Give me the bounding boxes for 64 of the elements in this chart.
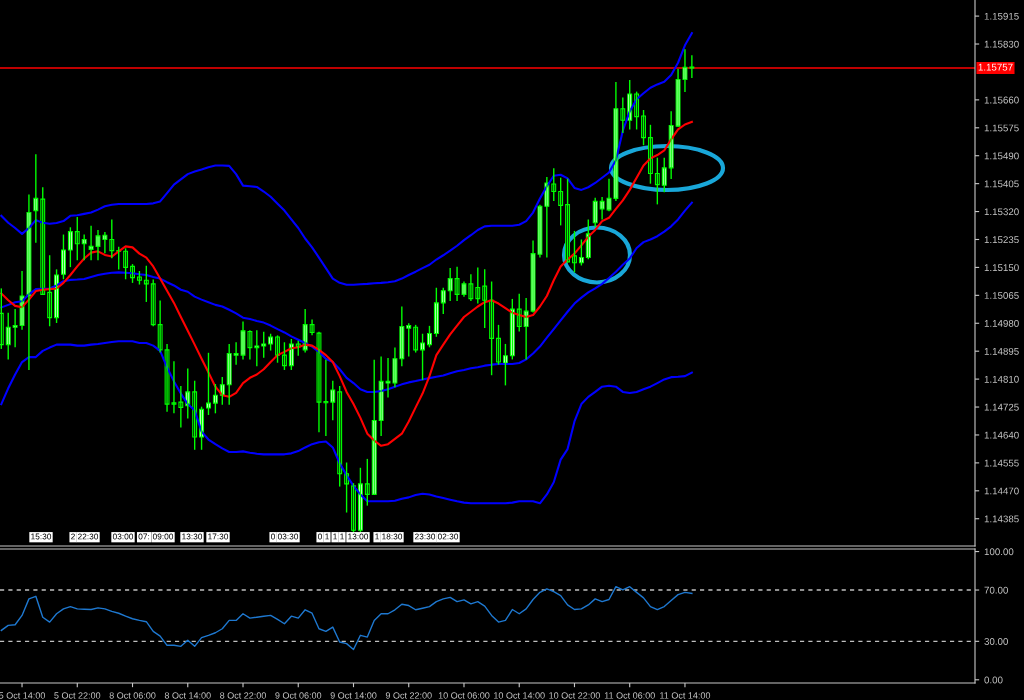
candlestick: [406, 323, 412, 357]
annotation: 1: [340, 533, 344, 540]
y-tick-label: 1.15660: [984, 96, 1019, 104]
annotation: 0: [318, 533, 322, 540]
x-tick-label: 11 Oct 14:00: [660, 692, 711, 699]
annotation: 22:30: [77, 533, 99, 540]
annotation: 23:30: [414, 533, 436, 540]
annotation: 0: [271, 533, 275, 540]
x-tick-label: 8 Oct 06:00: [109, 692, 156, 699]
annotation: 1: [375, 533, 379, 540]
x-tick-label: 10 Oct 06:00: [438, 692, 490, 699]
x-tick-label: 10 Oct 14:00: [494, 692, 545, 699]
y-tick-label: 100.00: [984, 548, 1014, 556]
y-tick-label: 1.15490: [984, 152, 1019, 160]
line-series: [0, 120, 693, 447]
annotation: 18:30: [382, 533, 403, 540]
annotation: 17:30: [208, 533, 229, 540]
annotation: 1: [325, 533, 329, 540]
annotation: 13:30: [182, 533, 203, 540]
y-tick-label: 1.14470: [984, 487, 1019, 495]
x-tick-label: 10 Oct 22:00: [549, 692, 600, 699]
candlestick: [261, 331, 267, 358]
y-tick-label: 1.15065: [984, 292, 1019, 299]
x-tick-label: 11 Oct 06:00: [604, 692, 655, 699]
x-tick-label: 8 Oct 14:00: [164, 692, 211, 699]
y-tick-label: 1.14895: [984, 347, 1019, 355]
annotation: 13:00: [348, 533, 369, 540]
y-tick-label: 1.15575: [984, 124, 1019, 132]
annotation: 1: [333, 533, 337, 540]
x-tick-label: 9 Oct 14:00: [330, 692, 377, 699]
y-tick-label: 1.15830: [984, 40, 1019, 48]
annotation: 09:00: [152, 533, 174, 540]
annotation: 15:30: [31, 533, 52, 540]
ref-line-label: 1.15757: [978, 63, 1013, 71]
y-tick-label: 1.15235: [984, 236, 1019, 244]
y-tick-label: 0.00: [984, 676, 1003, 684]
x-tick-label: 8 Oct 22:00: [220, 692, 266, 699]
annotation: 2: [71, 533, 75, 540]
x-tick-label: 9 Oct 22:00: [385, 692, 432, 699]
y-tick-label: 1.15320: [984, 208, 1019, 216]
y-tick-label: 1.14810: [984, 375, 1019, 383]
y-tick-label: 1.15915: [984, 12, 1019, 20]
y-tick-label: 1.14555: [984, 459, 1019, 467]
candlestick: [206, 352, 211, 415]
annotation: 07:: [138, 533, 150, 540]
x-tick-label: 5 Oct 22:00: [54, 692, 101, 699]
line-series: [0, 201, 693, 393]
annotation: 03:30: [277, 533, 299, 540]
candlestick: [420, 333, 426, 381]
annotation: 03:00: [112, 533, 134, 540]
y-tick-label: 1.14640: [984, 431, 1019, 439]
y-tick-label: 70.00: [984, 586, 1008, 594]
line-series: [0, 32, 693, 286]
y-tick-label: 1.15150: [984, 264, 1019, 272]
y-tick-label: 1.14385: [984, 515, 1019, 523]
x-tick-label: 9 Oct 06:00: [275, 692, 322, 699]
y-tick-label: 1.14980: [984, 320, 1019, 327]
y-tick-label: 1.14725: [984, 403, 1019, 411]
line-series: [0, 340, 693, 505]
y-tick-label: 30.00: [984, 638, 1008, 645]
annotation: 02:30: [437, 533, 459, 540]
x-tick-label: 5 Oct 14:00: [0, 692, 46, 699]
line-series: [0, 586, 693, 651]
y-tick-label: 1.15405: [984, 180, 1019, 188]
